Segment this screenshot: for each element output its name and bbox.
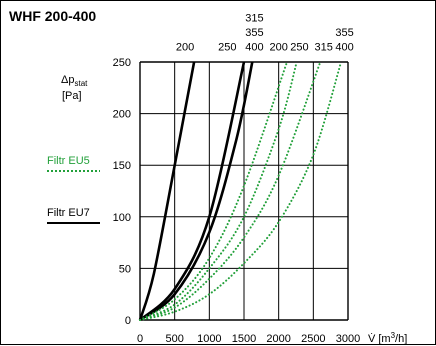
x-tick-label: 1500 [232,333,256,345]
x-tick-label: 0 [137,333,143,345]
svg-text:V̇[m3/h]: V̇ [m3/h] [368,331,407,345]
curve-label: 355 [245,27,263,39]
x-tick-label: 2500 [301,333,325,345]
legend-eu5-label: Filtr EU5 [47,155,90,167]
series-line-eu5-6 [139,61,322,321]
svg-text:Δpstat: Δpstat [61,74,88,88]
curve-label: 315 [315,42,333,54]
series-line-eu7-2 [139,61,246,322]
grid [139,61,349,321]
x-tick-labels: 0 500 1000 1500 2000 2500 3000 [137,333,360,345]
y-tick-labels: 0 50 100 150 200 250 [113,57,131,327]
curve-label: 250 [290,42,308,54]
y-tick-label: 50 [119,263,131,275]
x-axis-label-unit-pre: [m [378,333,390,345]
y-tick-label: 150 [113,160,131,172]
legend: Filtr EU5 Filtr EU7 [47,155,100,224]
y-axis-label: Δpstat [Pa] [61,74,88,102]
x-tick-label: 3000 [336,333,360,345]
series-line-eu7-1 [138,61,196,321]
curve-label: 400 [245,42,263,54]
y-tick-label: 0 [125,315,131,327]
x-axis-label: V̇ [m3/h] [368,331,407,345]
series-line-eu7-3 [139,61,254,322]
curve-label: 250 [218,42,236,54]
chart-title: WHF 200-400 [9,8,96,24]
curve-label: 200 [176,42,194,54]
x-axis-label-symbol: V̇ [368,332,376,345]
y-axis-label-unit: [Pa] [62,90,82,102]
series-line-eu5-5 [139,61,298,321]
series-line-eu5-4 [139,61,288,321]
legend-eu7-label: Filtr EU7 [47,207,90,219]
y-axis-label-sub: stat [74,79,88,88]
series-line-eu5-7 [139,61,343,321]
curve-label: 400 [335,42,353,54]
y-tick-label: 200 [113,109,131,121]
x-axis-label-unit-sup: 3 [391,331,396,340]
x-tick-label: 2000 [266,333,290,345]
y-tick-label: 100 [113,212,131,224]
curve-label: 355 [335,27,353,39]
y-axis-label-main: Δp [61,74,74,86]
x-tick-label: 1000 [197,333,221,345]
curves [138,61,343,322]
curve-label: 200 [269,42,287,54]
curve-label: 315 [245,13,263,25]
y-tick-label: 250 [113,57,131,69]
x-axis-label-unit-post: /h] [395,333,407,345]
x-tick-label: 500 [165,333,183,345]
